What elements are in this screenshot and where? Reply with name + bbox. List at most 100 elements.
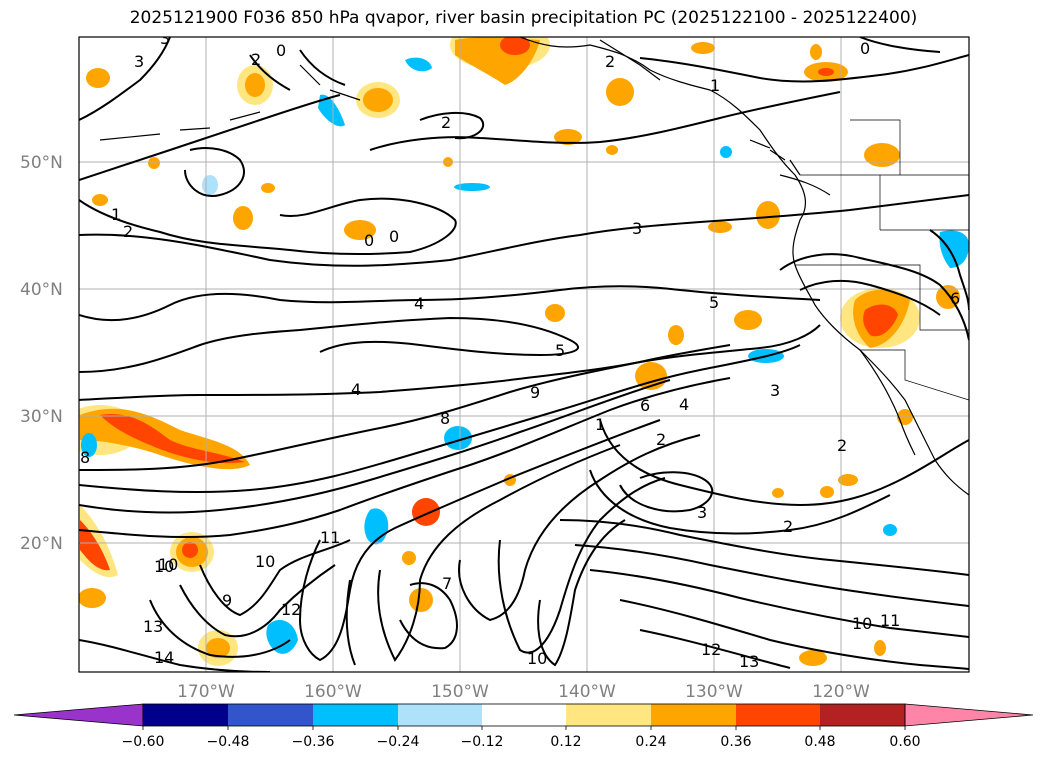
contour-label: 4 (414, 294, 424, 313)
contour-label: 12 (281, 600, 301, 619)
contour-label: 9 (222, 591, 232, 610)
contour-label: 0 (389, 227, 399, 246)
contour-label: 2 (783, 517, 793, 536)
lat-label: 20°N (20, 534, 63, 554)
contour-label: 2 (656, 430, 666, 449)
contour-label: 1 (111, 205, 121, 224)
colorbar-segment (143, 704, 228, 726)
contour-lines (79, 37, 969, 672)
map-content: 3 3 0 2 2 1 0 2 1 2 0 0 3 4 5 5 4 8 9 1 … (79, 29, 969, 672)
lon-label: 170°W (177, 682, 235, 702)
contour-label: 3 (134, 52, 144, 71)
contour-line (79, 344, 801, 494)
contour-label: 5 (555, 341, 565, 360)
colorbar-tick-label: 0.48 (804, 734, 835, 750)
contour-line (589, 569, 969, 638)
contour-line (369, 91, 841, 151)
contour-label: 9 (530, 383, 540, 402)
contour-labels: 3 3 0 2 2 1 0 2 1 2 0 0 3 4 5 5 4 8 9 1 … (80, 29, 960, 671)
colorbar-segment (820, 704, 905, 726)
colorbar-segment (313, 704, 398, 726)
contour-label: 14 (154, 648, 174, 667)
contour-label: 2 (837, 436, 847, 455)
contour-line (79, 379, 671, 514)
contour-label: 10 (255, 552, 275, 571)
colorbar-outline (142, 703, 906, 727)
contour-label: 6 (950, 289, 960, 308)
lon-label: 130°W (685, 682, 743, 702)
colorbar-segment (482, 704, 566, 726)
contour-label: 3 (632, 219, 642, 238)
colorbar-tick-label: −0.24 (377, 734, 420, 750)
contour-line (79, 377, 731, 539)
political-boundaries (795, 119, 969, 401)
colorbar-segment (736, 704, 820, 726)
lon-label: 150°W (431, 682, 489, 702)
map-title: 2025121900 F036 850 hPa qvapor, river ba… (129, 8, 918, 28)
contour-label: 5 (709, 293, 719, 312)
contour-line (574, 544, 969, 607)
contour-label: 10 (852, 614, 872, 633)
contour-label: 8 (80, 448, 90, 467)
shade-patch-negative (81, 57, 969, 654)
contour-label: 2 (251, 50, 261, 69)
contour-label: 12 (701, 640, 721, 659)
contour-label: 2 (123, 222, 133, 241)
contour-line (859, 37, 941, 53)
lon-label: 160°W (304, 682, 362, 702)
colorbar-segment (566, 704, 651, 726)
precip-shading (79, 37, 969, 666)
contour-label: 10 (158, 555, 178, 574)
shade-patch-positive (170, 532, 214, 572)
colorbar-tick-label: 0.12 (550, 734, 581, 750)
colorbar-extend-low (13, 703, 144, 727)
contour-line (619, 599, 969, 670)
latitude-labels: 50°N 40°N 30°N 20°N (20, 153, 63, 554)
contour-line (79, 94, 341, 181)
contour-line (497, 477, 666, 654)
contour-line (559, 519, 969, 576)
colorbar-tick-label: 0.36 (720, 734, 751, 750)
contour-line (599, 419, 969, 507)
colorbar-segment (651, 704, 736, 726)
contour-line (79, 37, 171, 121)
contour-line (249, 49, 346, 91)
contour-label: 1 (595, 415, 605, 434)
shade-patch-positive (79, 505, 118, 608)
contour-label: 11 (880, 611, 900, 630)
shade-patch-positive (86, 42, 960, 666)
contour-line (298, 419, 661, 662)
coastline (99, 37, 969, 496)
shade-patch-positive (450, 37, 550, 85)
longitude-labels: 170°W 160°W 150°W 140°W 130°W 120°W (177, 682, 870, 702)
contour-label: 3 (160, 29, 170, 48)
shade-patch-positive (237, 65, 273, 105)
contour-line (179, 564, 336, 638)
contour-label: 8 (440, 409, 450, 428)
shade-patch-positive (840, 288, 920, 348)
contour-label: 7 (442, 574, 452, 593)
contour-label: 3 (770, 381, 780, 400)
contour-label: 3 (697, 503, 707, 522)
contour-label: 0 (364, 231, 374, 250)
contour-label: 0 (860, 39, 870, 58)
contour-line (79, 194, 969, 267)
contour-label: 13 (739, 652, 759, 671)
contour-line (589, 469, 891, 535)
colorbar-tick-label: −0.36 (292, 734, 335, 750)
contour-label: 13 (143, 617, 163, 636)
contour-line (79, 344, 731, 471)
contour-label: 0 (276, 41, 286, 60)
contour-line (149, 599, 291, 658)
contour-line (619, 471, 714, 513)
lon-label: 120°W (812, 682, 870, 702)
contour-line (419, 112, 485, 140)
contour-label: 4 (679, 395, 689, 414)
lat-label: 50°N (20, 153, 63, 173)
lat-label: 30°N (20, 407, 63, 427)
contour-line (199, 539, 351, 617)
contour-line (79, 285, 821, 322)
contour-line (779, 253, 969, 341)
contour-label: 4 (351, 380, 361, 399)
